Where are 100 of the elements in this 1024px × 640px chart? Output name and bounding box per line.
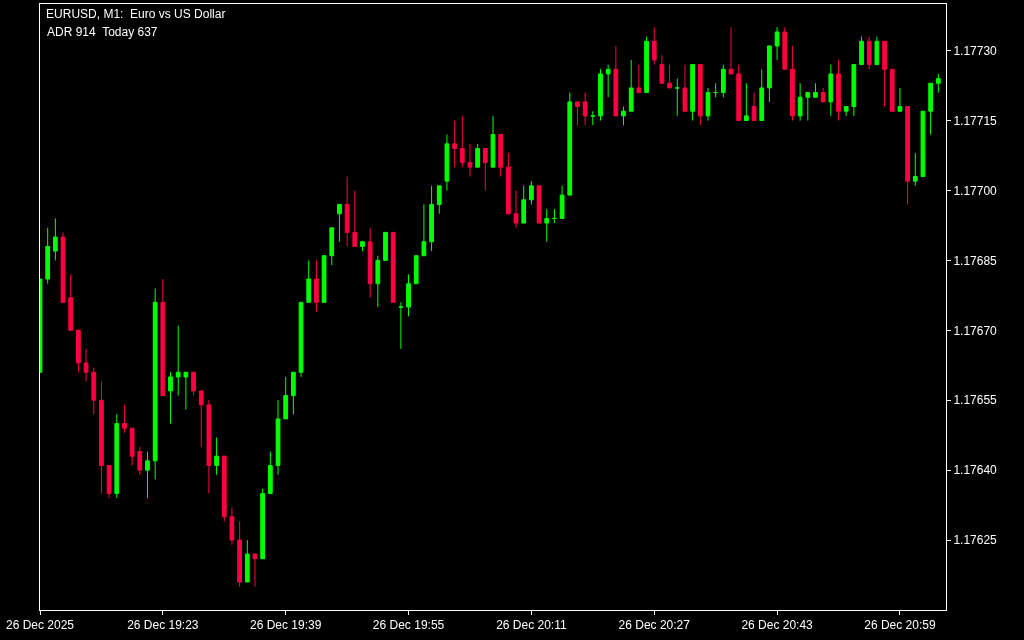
candlestick [198, 390, 204, 448]
candlestick [667, 64, 672, 89]
candlestick [383, 231, 388, 261]
candlestick [797, 82, 803, 122]
candlestick [720, 64, 726, 98]
candlestick [559, 185, 565, 219]
candlestick [244, 539, 250, 583]
candlestick [168, 371, 173, 425]
y-tick-label: 1.17685 [953, 253, 998, 268]
candlestick [122, 404, 127, 434]
candlestick [605, 64, 611, 98]
candlestick [889, 68, 895, 112]
candlestick [475, 143, 481, 168]
candlestick [912, 152, 918, 187]
candlestick [582, 92, 588, 126]
candlestick [114, 413, 120, 499]
candlestick [145, 451, 150, 499]
candlestick [621, 106, 626, 126]
candlestick [106, 464, 112, 499]
candlestick [413, 255, 419, 285]
candlestick [490, 115, 496, 168]
candlestick [283, 376, 289, 420]
candlestick [751, 92, 757, 122]
candlestick [221, 455, 227, 522]
candlestick [882, 40, 887, 108]
candlestick [421, 203, 427, 257]
candlestick [298, 301, 304, 378]
candlestick [759, 68, 765, 122]
y-tick-label: 1.17730 [953, 43, 998, 58]
candlestick [659, 54, 665, 84]
candlestick [682, 64, 688, 112]
candlestick [866, 36, 872, 70]
y-tick-label: 1.17700 [953, 183, 998, 198]
x-tick-label: 26 Dec 20:59 [864, 618, 936, 633]
candlestick [452, 120, 457, 168]
candlestick [728, 26, 734, 75]
candlestick [529, 180, 534, 205]
candlestick [767, 45, 772, 103]
candlestick [859, 36, 864, 66]
candlestick [513, 189, 519, 229]
candlestick [406, 273, 411, 317]
candlestick [314, 259, 319, 313]
annotation: ADR 914 Today 637 [47, 25, 158, 39]
y-tick-label: 1.17655 [953, 393, 998, 408]
candlestick [76, 329, 81, 373]
candlestick [83, 348, 89, 383]
y-tick-label: 1.17670 [953, 323, 998, 338]
candlestick [851, 64, 857, 117]
y-tick-label: 1.17640 [953, 463, 998, 478]
candlestick [352, 189, 358, 247]
candlestick [429, 185, 434, 252]
candlestick [137, 446, 143, 476]
x-tick-label: 26 Dec 20:27 [618, 618, 691, 633]
candlestick [183, 371, 189, 411]
candlestick [920, 110, 926, 177]
candlestick [905, 106, 910, 205]
candlestick [536, 185, 542, 224]
candlestick [774, 26, 780, 61]
candlestick [674, 78, 680, 117]
candlestick [275, 399, 281, 476]
candlestick [697, 64, 703, 126]
candlestick [206, 399, 212, 494]
candlestick [567, 92, 573, 196]
candlestick [252, 553, 258, 588]
candlestick [874, 36, 880, 66]
x-tick-label: 26 Dec 20:11 [496, 618, 567, 633]
y-tick-label: 1.17715 [953, 113, 998, 128]
y-tick-label: 1.17625 [953, 533, 998, 548]
candlestick [129, 427, 135, 466]
x-tick-label: 26 Dec 19:55 [372, 618, 445, 633]
candlestick [214, 437, 219, 476]
candlestick [590, 110, 596, 126]
candlestick [935, 73, 941, 94]
candlestick [790, 45, 795, 122]
candlestick [690, 64, 696, 122]
x-tick-label: 26 Dec 2025 [5, 618, 75, 633]
candlestick [636, 64, 642, 94]
candlestick [191, 371, 196, 397]
candlestick [99, 381, 104, 494]
candlestick [552, 208, 557, 224]
chart-title: EURUSD, M1: Euro vs US Dollar [46, 7, 226, 21]
candlestick [843, 106, 849, 117]
candlestick [398, 301, 404, 350]
candlestick [91, 367, 97, 415]
candlestick [436, 185, 442, 215]
candlestick [337, 203, 342, 243]
candlestick [575, 101, 580, 126]
candlestick [237, 520, 243, 588]
x-tick-label: 26 Dec 20:43 [741, 618, 814, 633]
candlestick [344, 175, 350, 247]
candlestick [390, 231, 396, 303]
candlestick [367, 227, 373, 299]
candlestick [828, 64, 834, 117]
candlestick [444, 134, 450, 191]
candlestick [820, 87, 826, 103]
candlestick [813, 82, 818, 98]
candlestick [644, 36, 649, 94]
candlestick [544, 208, 550, 243]
candlestick [498, 134, 504, 177]
candlestick [598, 68, 603, 122]
